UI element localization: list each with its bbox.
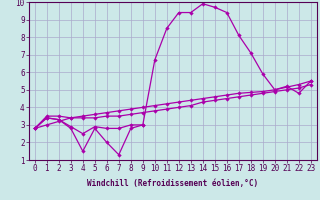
X-axis label: Windchill (Refroidissement éolien,°C): Windchill (Refroidissement éolien,°C) [87, 179, 258, 188]
